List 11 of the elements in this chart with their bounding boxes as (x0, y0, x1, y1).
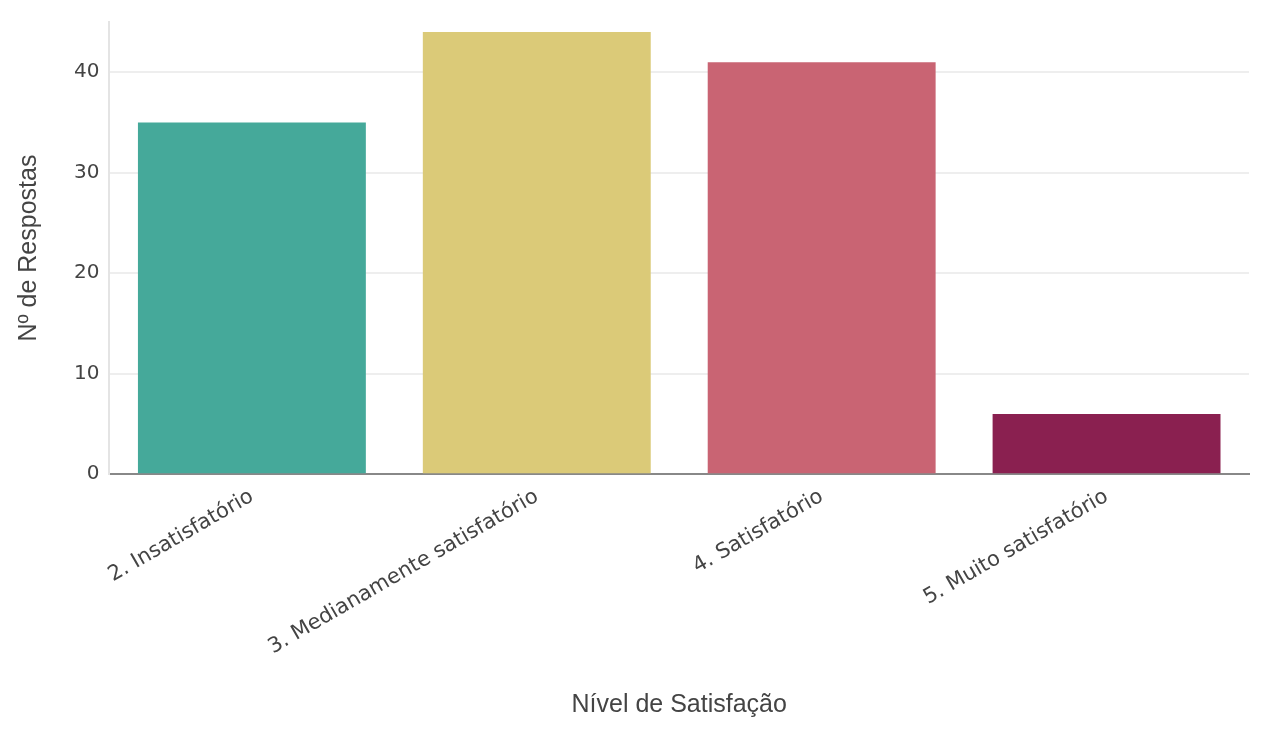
y-tick-label: 40 (74, 58, 100, 83)
y-tick-label: 0 (86, 460, 100, 485)
bar (992, 413, 1221, 474)
y-axis-title: Nº de Respostas (12, 154, 41, 342)
y-tick-label: 30 (74, 158, 100, 183)
y-tick-label: 20 (74, 259, 100, 284)
bar (707, 62, 936, 474)
bar (422, 32, 651, 474)
y-tick-label: 10 (74, 359, 100, 384)
x-axis-title: Nível de Satisfação (571, 688, 787, 717)
bar (137, 122, 366, 474)
